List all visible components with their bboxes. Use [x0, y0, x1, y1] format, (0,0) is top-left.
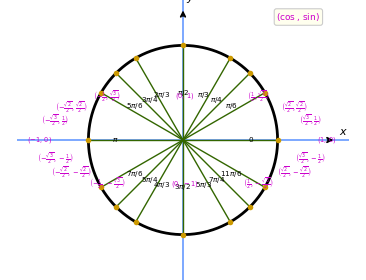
Text: $(-1,\,0)$: $(-1,\,0)$ [27, 135, 52, 145]
Text: $\left(\frac{\sqrt{2}}{2},-\frac{\sqrt{2}}{2}\right)$: $\left(\frac{\sqrt{2}}{2},-\frac{\sqrt{2… [277, 165, 312, 179]
Text: $\left(-\frac{\sqrt{2}}{2},-\frac{\sqrt{2}}{2}\right)$: $\left(-\frac{\sqrt{2}}{2},-\frac{\sqrt{… [51, 165, 92, 179]
Text: $\pi/3$: $\pi/3$ [197, 90, 210, 101]
Text: $11\pi/6$: $11\pi/6$ [220, 169, 242, 179]
Text: $\left(\frac{1}{2},-\frac{\sqrt{3}}{2}\right)$: $\left(\frac{1}{2},-\frac{\sqrt{3}}{2}\r… [243, 176, 274, 191]
Text: $\left(-\frac{1}{2},-\frac{\sqrt{3}}{2}\right)$: $\left(-\frac{1}{2},-\frac{\sqrt{3}}{2}\… [89, 176, 126, 191]
Text: $5\pi/6$: $5\pi/6$ [126, 101, 144, 111]
Text: $\left(\frac{\sqrt{3}}{2},\frac{1}{2}\right)$: $\left(\frac{\sqrt{3}}{2},\frac{1}{2}\ri… [299, 114, 322, 129]
Text: $5\pi/4$: $5\pi/4$ [141, 175, 158, 185]
Text: $\left(-\frac{\sqrt{3}}{2},\frac{1}{2}\right)$: $\left(-\frac{\sqrt{3}}{2},\frac{1}{2}\r… [41, 114, 70, 129]
Text: $\left(-\frac{1}{2},\frac{\sqrt{3}}{2}\right)$: $\left(-\frac{1}{2},\frac{\sqrt{3}}{2}\r… [93, 89, 122, 104]
Text: $\left(\frac{\sqrt{3}}{2},-\frac{1}{2}\right)$: $\left(\frac{\sqrt{3}}{2},-\frac{1}{2}\r… [295, 151, 326, 166]
Text: $7\pi/6$: $7\pi/6$ [126, 169, 144, 179]
Text: $3\pi/2$: $3\pi/2$ [175, 182, 191, 192]
Text: $2\pi/3$: $2\pi/3$ [153, 90, 171, 101]
Text: $4\pi/3$: $4\pi/3$ [153, 179, 171, 190]
Text: $5\pi/3$: $5\pi/3$ [195, 179, 213, 190]
Text: $(1,\,0)$: $(1,\,0)$ [317, 135, 336, 145]
Text: $x$: $x$ [339, 127, 348, 137]
Text: $(\cos,\,\sin)$: $(\cos,\,\sin)$ [276, 11, 320, 23]
Text: $\left(\frac{1}{2},\frac{\sqrt{3}}{2}\right)$: $\left(\frac{1}{2},\frac{\sqrt{3}}{2}\ri… [247, 89, 270, 104]
Text: $\pi/6$: $\pi/6$ [225, 101, 238, 111]
Text: $\pi$: $\pi$ [112, 136, 118, 144]
Text: $0$: $0$ [248, 136, 254, 144]
Text: $(0,\,1)$: $(0,\,1)$ [175, 90, 195, 101]
Text: $7\pi/4$: $7\pi/4$ [208, 175, 225, 185]
Text: $\left(-\frac{\sqrt{2}}{2},\frac{\sqrt{2}}{2}\right)$: $\left(-\frac{\sqrt{2}}{2},\frac{\sqrt{2… [55, 101, 87, 115]
Text: $\left(-\frac{\sqrt{3}}{2},-\frac{1}{2}\right)$: $\left(-\frac{\sqrt{3}}{2},-\frac{1}{2}\… [37, 151, 74, 166]
Text: $\left(\frac{\sqrt{2}}{2},\frac{\sqrt{2}}{2}\right)$: $\left(\frac{\sqrt{2}}{2},\frac{\sqrt{2}… [281, 101, 308, 115]
Text: $y$: $y$ [186, 0, 195, 5]
Text: $3\pi/4$: $3\pi/4$ [141, 95, 158, 105]
Text: $\pi/4$: $\pi/4$ [210, 95, 223, 105]
Text: $(0,\,-1)$: $(0,\,-1)$ [171, 179, 199, 190]
Text: $\pi/2$: $\pi/2$ [177, 88, 189, 98]
